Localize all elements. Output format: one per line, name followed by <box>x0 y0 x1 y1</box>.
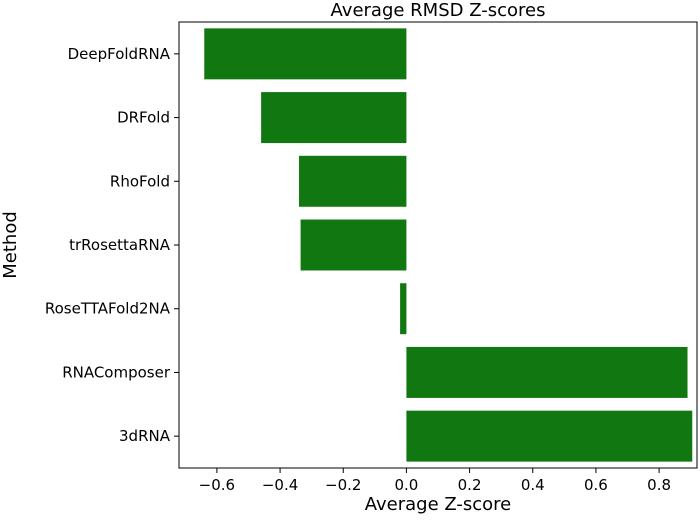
y-tick-label: trRosettaRNA <box>69 236 171 254</box>
x-tick-label: −0.6 <box>199 476 235 494</box>
y-tick-label: DRFold <box>117 109 170 127</box>
y-tick-label: RoseTTAFold2NA <box>45 300 171 318</box>
x-tick-label: −0.4 <box>262 476 298 494</box>
y-axis-title: Method <box>0 211 21 279</box>
chart-title: Average RMSD Z-scores <box>331 0 546 21</box>
y-tick-label: DeepFoldRNA <box>68 45 171 63</box>
bar-trrosettarna <box>300 219 407 271</box>
y-axis-ticks: DeepFoldRNA DRFold RhoFold trRosettaRNA Rose… <box>45 45 179 445</box>
bars-group <box>204 28 693 462</box>
bar-deepfoldrna <box>204 28 407 80</box>
plot-frame <box>178 21 698 469</box>
x-tick-label: 0.6 <box>584 476 608 494</box>
bar-rhofold <box>299 155 407 207</box>
y-tick-label: RNAComposer <box>62 363 171 381</box>
bar-rnacomposer <box>406 346 688 398</box>
x-axis-ticks: −0.6 −0.4 −0.2 0.0 0.2 0.4 0.6 0.8 <box>199 468 671 494</box>
x-axis-title: Average Z-score <box>365 494 512 515</box>
x-tick-label: 0.4 <box>521 476 545 494</box>
x-tick-label: 0.0 <box>394 476 418 494</box>
y-tick-label: 3dRNA <box>119 427 171 445</box>
bar-rosettafold2na <box>400 283 407 335</box>
x-tick-label: −0.2 <box>325 476 361 494</box>
y-tick-label: RhoFold <box>110 172 170 190</box>
bar-3drna <box>406 410 693 462</box>
x-tick-label: 0.8 <box>647 476 671 494</box>
bar-drfold <box>261 92 407 144</box>
x-tick-label: 0.2 <box>458 476 482 494</box>
